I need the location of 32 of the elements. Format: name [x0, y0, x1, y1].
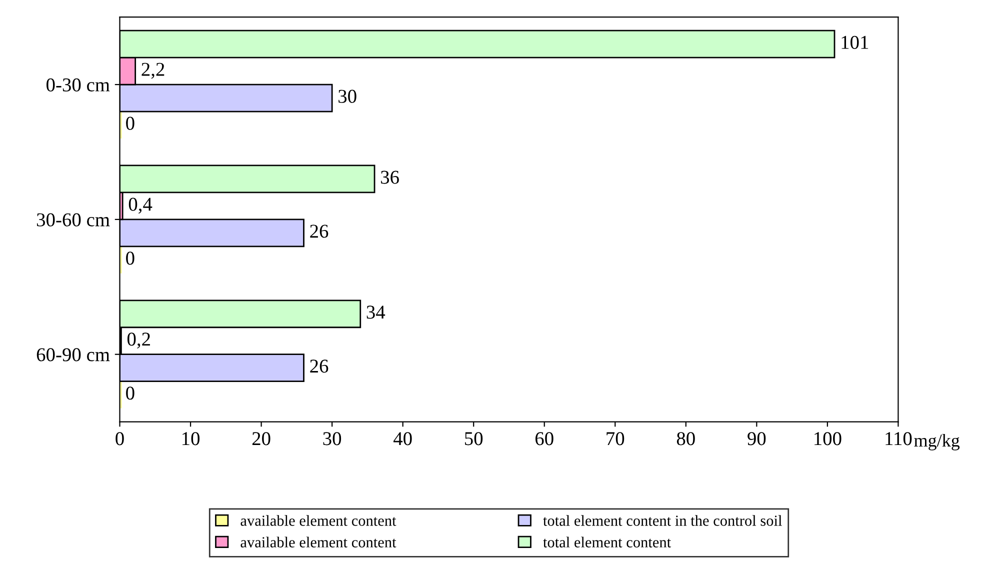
y-tick-label: 60-90 cm	[36, 348, 110, 362]
data-label: 0	[126, 252, 134, 265]
data-label: 26	[310, 360, 328, 373]
x-tick-label: 70	[606, 432, 624, 446]
legend-label: total element content in the control soil	[543, 515, 782, 526]
x-axis-title: mg/kg	[914, 434, 960, 450]
data-label: 0	[126, 386, 134, 400]
data-label: 2,2	[142, 62, 164, 79]
data-label: 101	[842, 36, 868, 49]
x-tick-label: 110	[886, 432, 912, 446]
data-label: 34	[366, 306, 386, 319]
data-label: 36	[381, 170, 399, 184]
data-label: 0,2	[127, 332, 150, 349]
data-label: 30	[338, 90, 356, 103]
legend-label: available element content	[240, 515, 396, 526]
x-tick-label: 0	[116, 432, 124, 446]
y-tick-label: 30-60 cm	[36, 213, 110, 226]
x-tick-label: 90	[748, 432, 766, 446]
legend-label: available element content	[240, 536, 396, 548]
data-label: 0,4	[128, 198, 152, 214]
x-tick-label: 20	[252, 432, 270, 446]
legend-label: total element content	[543, 536, 671, 548]
x-tick-label: 50	[465, 432, 483, 446]
x-tick-label: 10	[182, 432, 200, 446]
x-tick-label: 40	[393, 432, 412, 446]
x-tick-label: 100	[814, 432, 842, 446]
data-label: 0	[126, 116, 134, 130]
x-tick-label: 80	[676, 432, 695, 446]
data-label: 26	[310, 224, 328, 238]
x-tick-label: 60	[535, 432, 554, 446]
y-tick-label: 0-30 cm	[46, 78, 110, 92]
x-tick-label: 30	[323, 432, 342, 446]
